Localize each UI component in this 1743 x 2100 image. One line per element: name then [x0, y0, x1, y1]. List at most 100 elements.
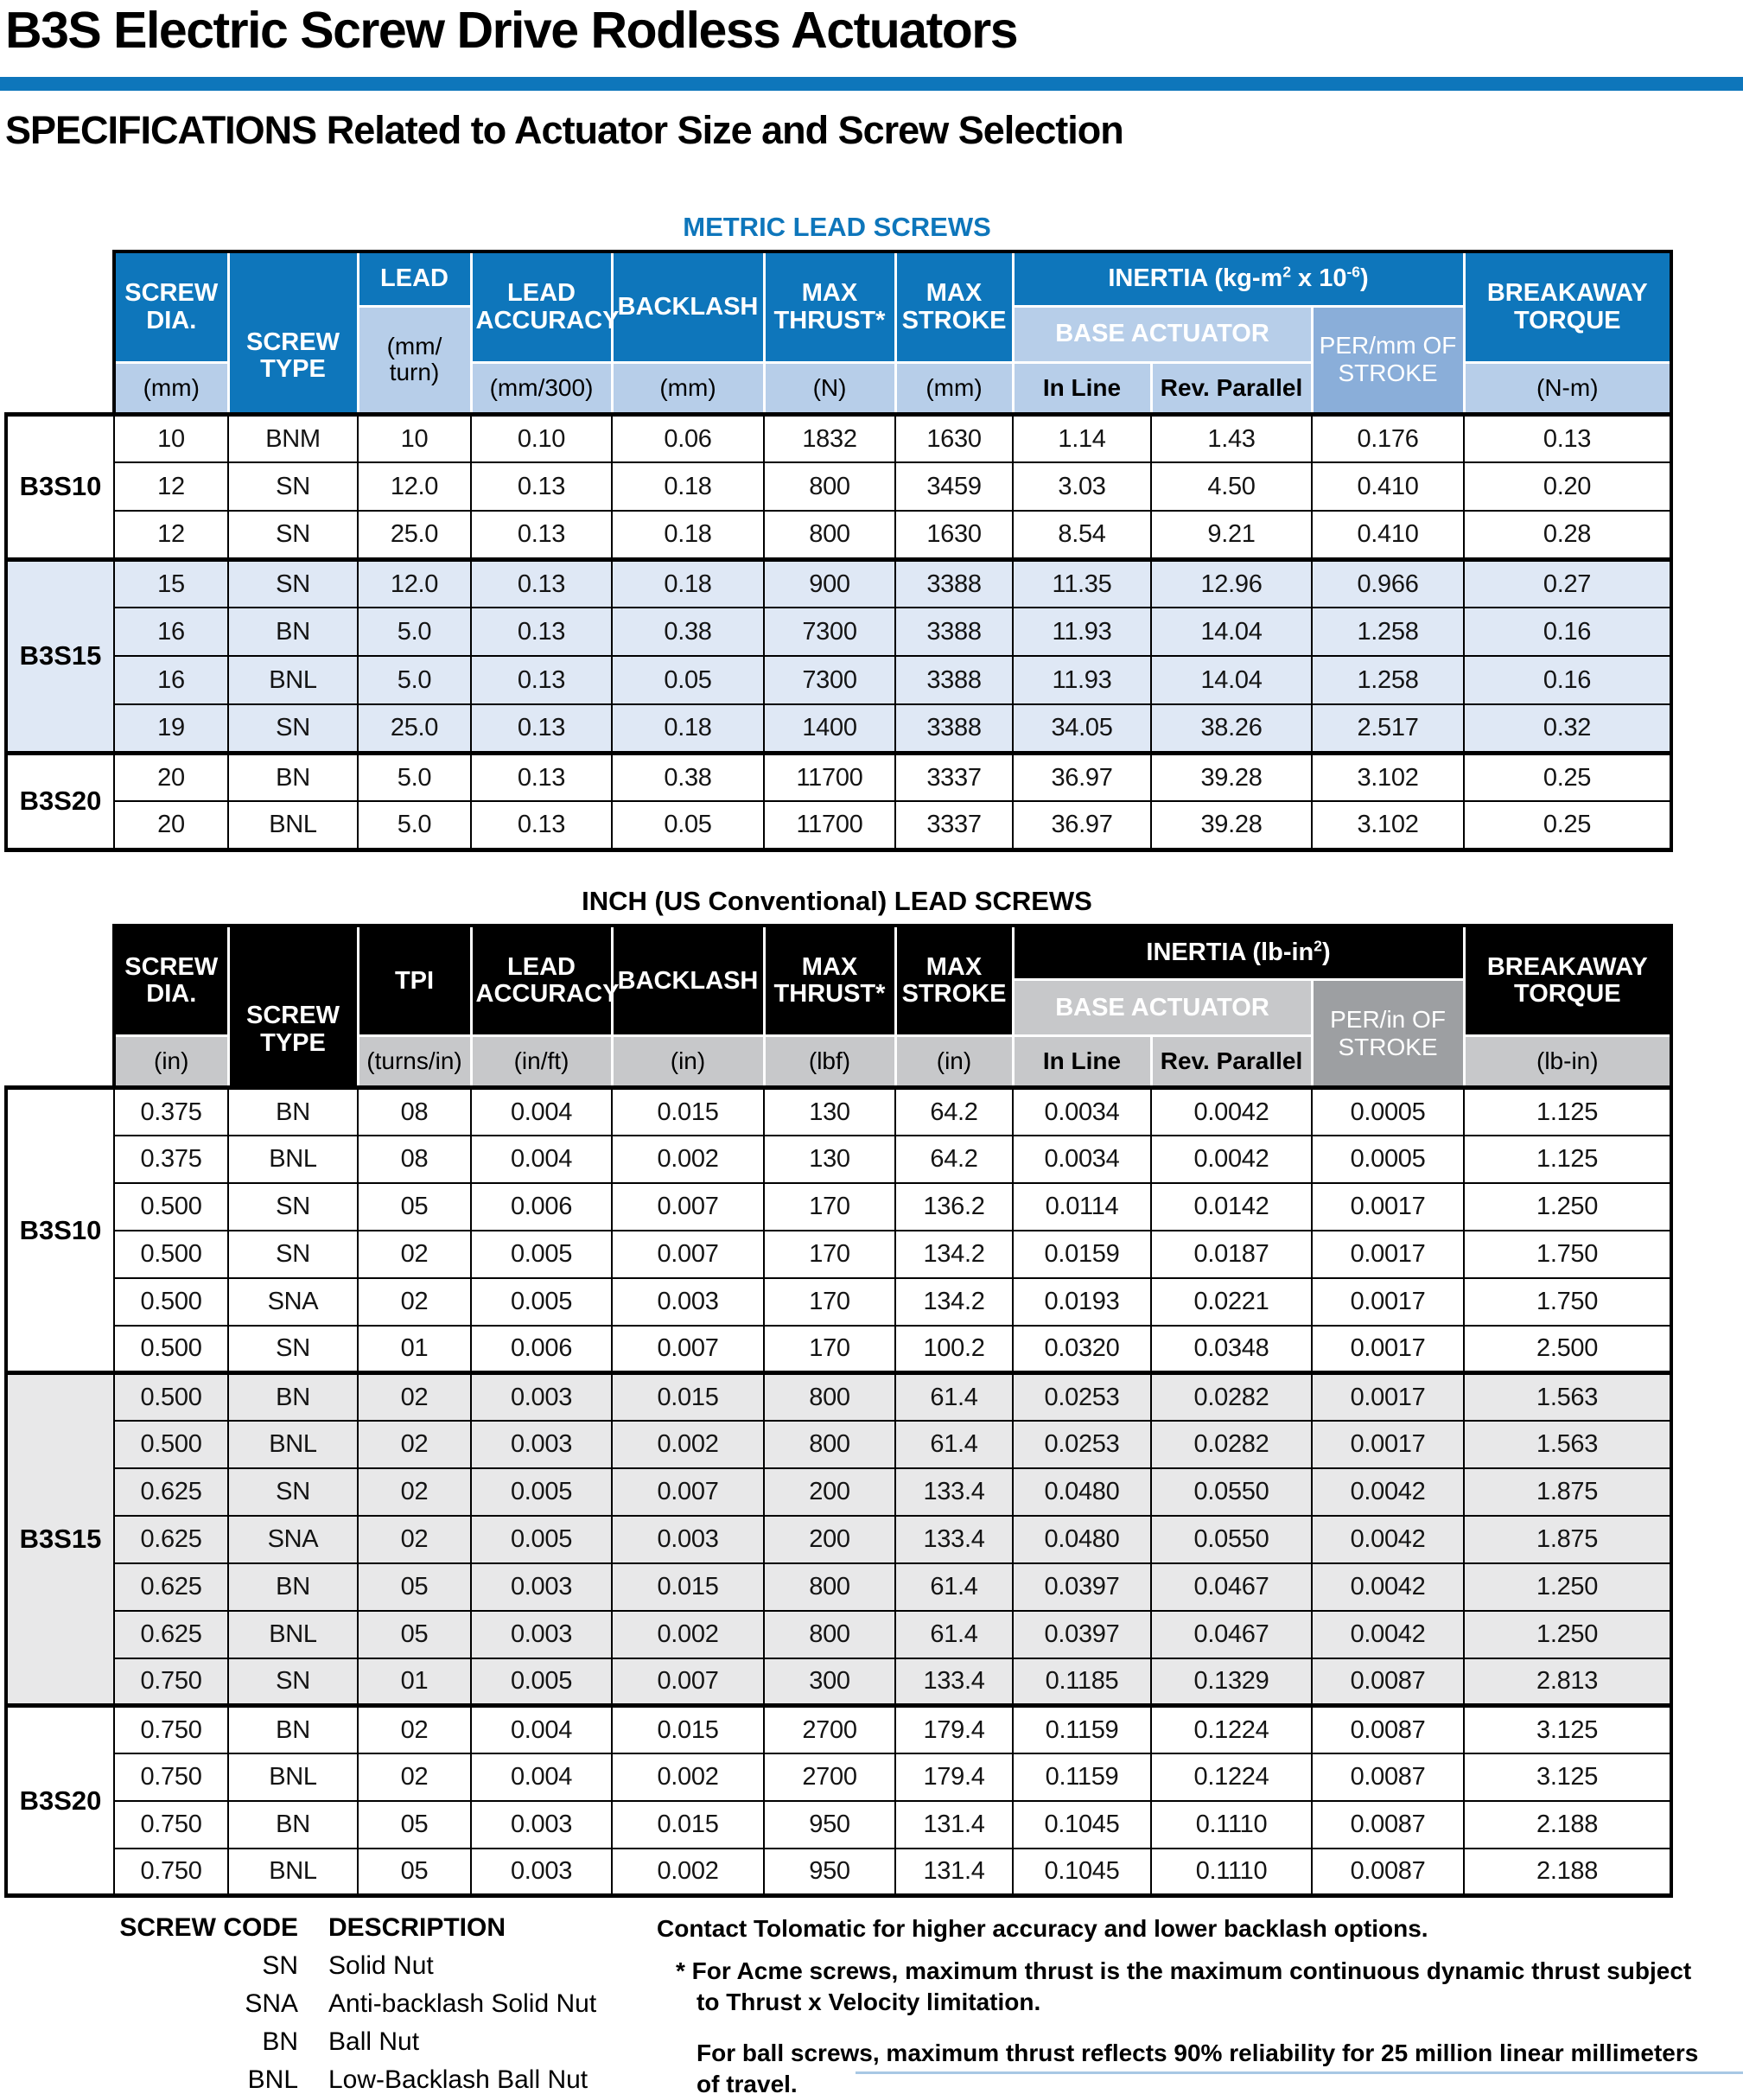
col-header-screw-type: SCREW TYPE — [226, 923, 359, 1090]
cell: 133.4 — [894, 1514, 1014, 1564]
col-header-max-stroke: MAX STROKE — [894, 250, 1015, 364]
cell: 0.1045 — [1012, 1799, 1152, 1849]
cell: 130 — [763, 1134, 896, 1184]
cell: 12 — [113, 461, 229, 512]
cell: 0.004 — [470, 1752, 613, 1802]
cell: 0.966 — [1310, 557, 1466, 609]
cell: 0.1329 — [1150, 1657, 1313, 1707]
table-row: B3S10 0.375 BN 08 0.004 0.015 130 64.2 0.0034 0.0… — [4, 1085, 1674, 1374]
table-row: 0.500 BNL 02 0.003 0.002 800 61.4 0.0253 0.0282 0… — [6, 1419, 1674, 1469]
cell: 200 — [763, 1514, 896, 1564]
col-unit-max-thrust: (lbf) — [762, 1034, 897, 1090]
cell: 5.0 — [357, 800, 472, 851]
cell: BN — [227, 1371, 359, 1422]
cell: BNL — [227, 1134, 359, 1184]
cell: 61.4 — [894, 1562, 1014, 1612]
cell: 0.003 — [611, 1276, 765, 1327]
col-header-breakaway-torque: BREAKAWAY TORQUE — [1462, 250, 1674, 364]
cell: 0.0042 — [1310, 1562, 1466, 1612]
cell: 19 — [113, 703, 229, 754]
col-header-lead: LEAD — [356, 250, 473, 308]
cell: 20 — [113, 750, 229, 803]
cell: 0.500 — [113, 1229, 229, 1279]
cell: BNL — [227, 1419, 359, 1469]
cell: BN — [227, 1703, 359, 1754]
notes: Contact Tolomatic for higher accuracy an… — [657, 1913, 1717, 2100]
cell: 0.002 — [611, 1752, 765, 1802]
table-row: 0.750 SN 01 0.005 0.007 300 133.4 0.1185 0.1329 0… — [6, 1657, 1674, 1707]
cell: SN — [227, 557, 359, 609]
cell: 34.05 — [1012, 703, 1152, 754]
cell: 36.97 — [1012, 800, 1152, 851]
table-row: 0.500 SNA 02 0.005 0.003 170 134.2 0.0193 0.0221… — [6, 1276, 1674, 1327]
cell: 3337 — [894, 800, 1014, 851]
cell: 0.0253 — [1012, 1419, 1152, 1469]
cell: 20 — [113, 800, 229, 851]
col-unit-lead-accuracy: (mm/300) — [469, 360, 614, 416]
cell: 950 — [763, 1847, 896, 1897]
cell: 0.1224 — [1150, 1703, 1313, 1754]
cell: SN — [227, 1181, 359, 1231]
legend-code-header: SCREW CODE — [119, 1913, 298, 1943]
cell: 4.50 — [1150, 461, 1313, 512]
cell: 36.97 — [1012, 750, 1152, 803]
cell: 05 — [357, 1562, 472, 1612]
cell: 0.13 — [470, 703, 613, 754]
legend: SCREW CODE DESCRIPTION SN Solid Nut SNA Ant… — [91, 1913, 657, 2095]
cell: 25.0 — [357, 703, 472, 754]
cell: 2.517 — [1310, 703, 1466, 754]
cell: 08 — [357, 1134, 472, 1184]
cell: 3388 — [894, 655, 1014, 706]
col-unit-tpi: (turns/in) — [356, 1034, 473, 1090]
cell: 0.05 — [611, 800, 765, 851]
cell: 0.410 — [1310, 461, 1466, 512]
table-row: 0.500 SN 05 0.006 0.007 170 136.2 0.0114 0.0142 0… — [6, 1181, 1674, 1231]
cell: 0.13 — [470, 607, 613, 658]
legend-item-code: BN — [262, 2027, 298, 2057]
table-row: 16 BN 5.0 0.13 0.38 7300 3388 11.93 14.04 1.258 0.… — [6, 607, 1674, 658]
cell: 0.002 — [611, 1134, 765, 1184]
cell: 0.625 — [113, 1609, 229, 1659]
inch-table-section: INCH (US Conventional) LEAD SCREWS SCREW… — [0, 886, 1743, 1899]
cell: 0.003 — [470, 1799, 613, 1849]
cell: SN — [227, 1657, 359, 1707]
cell: 900 — [763, 557, 896, 609]
cell: 0.25 — [1463, 800, 1674, 851]
cell: 0.18 — [611, 510, 765, 561]
cell: 0.18 — [611, 557, 765, 609]
cell: 3.102 — [1310, 800, 1466, 851]
cell: 0.750 — [113, 1657, 229, 1707]
cell: 0.1185 — [1012, 1657, 1152, 1707]
cell: 0.004 — [470, 1703, 613, 1754]
table-row: 12 SN 12.0 0.13 0.18 800 3459 3.03 4.50 0.410 0.20 — [6, 461, 1674, 512]
cell: 3.03 — [1012, 461, 1152, 512]
cell: 11.93 — [1012, 607, 1152, 658]
cell: 0.625 — [113, 1467, 229, 1517]
cell: 0.007 — [611, 1181, 765, 1231]
cell: 1.125 — [1463, 1134, 1674, 1184]
col-header-rev-parallel: Rev. Parallel — [1149, 360, 1314, 416]
cell: 0.38 — [611, 607, 765, 658]
cell: 10 — [357, 411, 472, 464]
cell: 02 — [357, 1371, 472, 1422]
cell: 0.0017 — [1310, 1371, 1466, 1422]
cell: 05 — [357, 1799, 472, 1849]
col-header-rev-parallel: Rev. Parallel — [1149, 1034, 1314, 1090]
row-group-label: B3S10 — [4, 1085, 115, 1374]
cell: 0.002 — [611, 1419, 765, 1469]
cell: 131.4 — [894, 1847, 1014, 1897]
cell: 0.005 — [470, 1467, 613, 1517]
cell: BNL — [227, 655, 359, 706]
cell: 16 — [113, 655, 229, 706]
note-acme-footnote: * For Acme screws, maximum thrust is the… — [676, 1957, 1692, 2016]
cell: 0.16 — [1463, 607, 1674, 658]
cell: 08 — [357, 1085, 472, 1136]
col-header-screw-type: SCREW TYPE — [226, 250, 359, 416]
legend-item-desc: Low-Backlash Ball Nut — [328, 2065, 588, 2095]
col-header-base-actuator: BASE ACTUATOR — [1011, 978, 1314, 1038]
cell: 170 — [763, 1276, 896, 1327]
cell: 0.13 — [1463, 411, 1674, 464]
col-unit-max-stroke: (mm) — [894, 360, 1015, 416]
cell: 10 — [113, 411, 229, 464]
cell: 0.500 — [113, 1419, 229, 1469]
